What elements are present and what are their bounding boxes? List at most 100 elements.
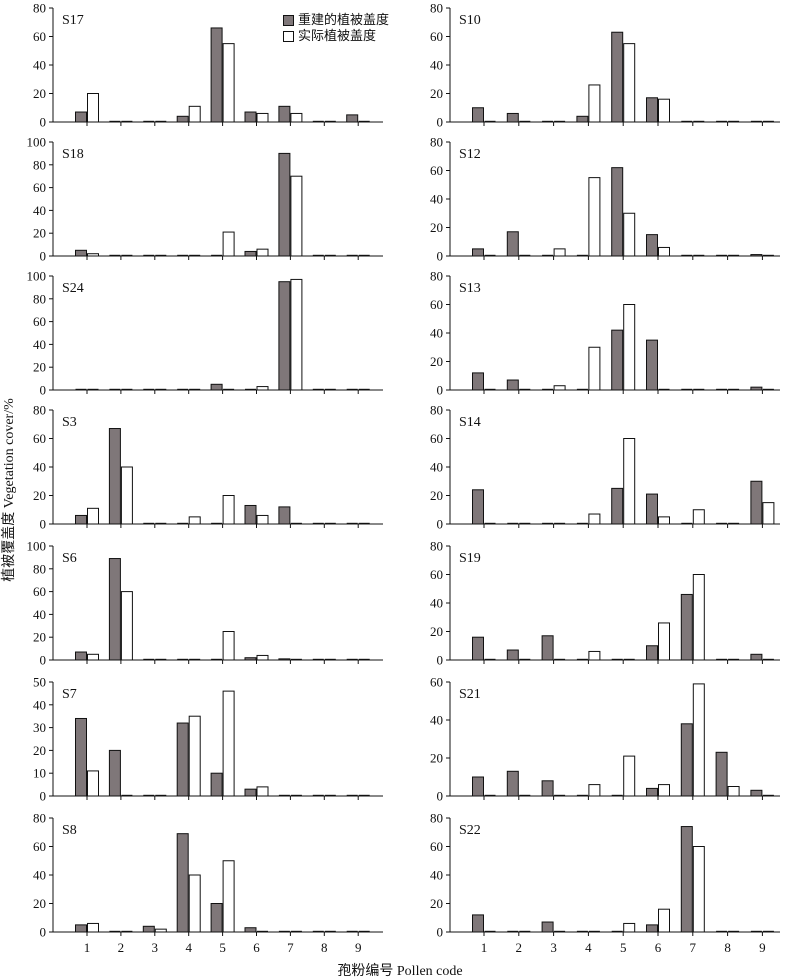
y-tick-label-s10: 20 [430, 86, 443, 101]
bar-actual-s6-1 [87, 653, 99, 661]
y-tick-label-s18: 40 [33, 203, 46, 218]
bar-actual-s8-1 [87, 922, 99, 933]
y-tick-label-s3: 40 [33, 460, 46, 475]
y-tick-label-s10: 40 [430, 58, 443, 73]
panel-label-s17: S17 [62, 13, 84, 28]
bar-reconstructed-s19-6 [646, 645, 658, 661]
y-tick-label-s17: 80 [33, 1, 46, 16]
bar-reconstructed-s10-5 [611, 31, 624, 123]
y-tick-label-s22: 20 [430, 896, 443, 911]
bar-actual-s24-6 [256, 386, 269, 391]
bar-actual-s21-6 [658, 784, 670, 797]
y-tick-label-s6: 60 [33, 584, 46, 599]
bar-reconstructed-s21-6 [646, 787, 658, 797]
y-tick-label-s14: 80 [430, 403, 443, 418]
y-tick-label-s24: 0 [40, 383, 47, 398]
legend-label-actual: 实际植被盖度 [298, 28, 377, 43]
bar-reconstructed-s6-2 [108, 558, 121, 661]
x-tick-label-s8: 3 [152, 940, 159, 955]
bar-reconstructed-s21-3 [541, 780, 554, 797]
bar-reconstructed-s3-7 [278, 506, 291, 525]
bar-reconstructed-s18-1 [75, 249, 87, 257]
x-tick-label-s8: 9 [355, 940, 362, 955]
x-tick-label-s8: 2 [118, 940, 125, 955]
bar-reconstructed-s13-9 [750, 386, 763, 391]
bar-actual-s6-6 [256, 654, 269, 661]
bar-reconstructed-s24-7 [278, 281, 291, 391]
bar-actual-s17-1 [87, 93, 99, 123]
bar-actual-s14-6 [658, 516, 670, 525]
y-tick-label-s12: 20 [430, 220, 443, 235]
y-tick-label-s18: 20 [33, 226, 46, 241]
bar-actual-s21-7 [692, 683, 705, 797]
y-tick-label-s8: 20 [33, 896, 46, 911]
bar-actual-s14-7 [692, 509, 705, 525]
bar-reconstructed-s17-4 [176, 115, 189, 123]
y-tick-label-s17: 40 [33, 58, 46, 73]
x-tick-label-s8: 4 [185, 940, 192, 955]
y-tick-label-s3: 60 [33, 431, 46, 446]
x-tick-label-s22: 1 [481, 940, 488, 955]
y-tick-label-s19: 60 [430, 567, 443, 582]
y-tick-label-s12: 60 [430, 163, 443, 178]
bar-actual-s12-4 [588, 177, 601, 257]
bar-actual-s17-7 [290, 112, 303, 123]
bar-reconstructed-s17-5 [210, 27, 223, 123]
bar-actual-s19-6 [658, 622, 670, 661]
bar-actual-s18-1 [87, 253, 99, 257]
y-tick-label-s24: 100 [27, 269, 47, 284]
legend-label-reconstructed: 重建的植被盖度 [298, 12, 390, 27]
y-tick-label-s17: 0 [40, 115, 47, 130]
bar-actual-s10-6 [658, 98, 670, 123]
x-tick-label-s22: 9 [759, 940, 766, 955]
bar-reconstructed-s18-7 [278, 152, 291, 257]
bar-actual-s22-7 [692, 846, 705, 933]
panel-label-s10: S10 [459, 13, 481, 28]
y-tick-label-s8: 60 [33, 839, 46, 854]
y-tick-label-s18: 0 [40, 249, 47, 264]
bar-reconstructed-s10-1 [472, 107, 484, 123]
bar-reconstructed-s12-5 [611, 167, 624, 257]
bar-actual-s10-5 [623, 43, 636, 123]
y-tick-label-s18: 80 [33, 157, 46, 172]
y-tick-label-s21: 0 [437, 789, 444, 804]
bar-actual-s3-6 [256, 514, 269, 525]
x-tick-label-s22: 4 [585, 940, 592, 955]
y-tick-label-s24: 80 [33, 291, 46, 306]
x-tick-label-s8: 8 [321, 940, 328, 955]
y-tick-label-s22: 60 [430, 839, 443, 854]
bar-reconstructed-s3-1 [75, 514, 87, 525]
y-tick-label-s14: 60 [430, 431, 443, 446]
bar-actual-s14-4 [588, 513, 601, 525]
y-tick-label-s22: 0 [437, 925, 444, 940]
bar-actual-s14-5 [623, 438, 636, 525]
y-tick-label-s24: 40 [33, 337, 46, 352]
y-tick-label-s17: 20 [33, 86, 46, 101]
y-tick-label-s8: 0 [40, 925, 47, 940]
panel-label-s8: S8 [62, 823, 77, 838]
y-tick-label-s13: 20 [430, 354, 443, 369]
x-tick-label-s8: 6 [253, 940, 260, 955]
y-tick-label-s10: 0 [437, 115, 444, 130]
bar-reconstructed-s17-1 [75, 111, 87, 123]
legend-swatch-actual [283, 30, 294, 42]
bar-actual-s3-4 [188, 516, 201, 525]
bar-reconstructed-s10-4 [576, 115, 589, 123]
y-tick-label-s14: 0 [437, 517, 444, 532]
x-tick-label-s22: 6 [655, 940, 662, 955]
x-tick-label-s8: 5 [219, 940, 226, 955]
bar-actual-s12-6 [658, 246, 670, 257]
bar-reconstructed-s10-2 [506, 112, 519, 123]
bar-reconstructed-s21-8 [715, 751, 728, 797]
y-tick-label-s13: 80 [430, 269, 443, 284]
bar-reconstructed-s12-1 [472, 248, 484, 257]
bar-reconstructed-s13-1 [472, 372, 484, 391]
y-tick-label-s24: 20 [33, 360, 46, 375]
bar-reconstructed-s10-6 [646, 97, 658, 123]
panel-label-s6: S6 [62, 551, 77, 566]
bar-actual-s10-4 [588, 84, 601, 123]
y-tick-label-s7: 0 [40, 789, 47, 804]
bar-actual-s24-7 [290, 278, 303, 391]
bar-reconstructed-s21-9 [750, 789, 763, 797]
